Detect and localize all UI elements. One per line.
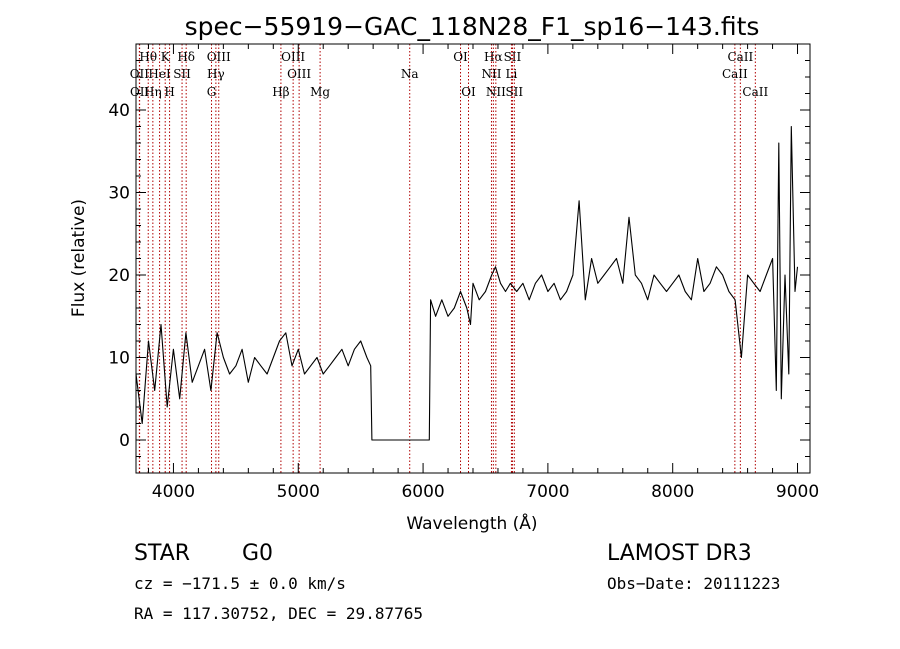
object-class: STAR [134,541,190,566]
line-marker-label-1: K [161,50,171,64]
line-marker-label-11: HeI [148,67,171,81]
line-marker-label-24: OI [461,85,476,99]
line-marker-label-3: OIII [207,50,231,64]
line-marker-label-5: Na [401,67,419,81]
line-marker-label-2: Hδ [177,50,195,64]
line-marker-label-8: SII [504,50,522,64]
y-tick-label-10: 10 [108,349,130,369]
spectrum-series [135,125,799,441]
y-tick-label-40: 40 [108,101,130,121]
line-marker-label-4: OIII [281,50,305,64]
x-tick-label-5000: 5000 [277,482,320,502]
x-tick-label-8000: 8000 [651,482,694,502]
ra-dec-coordinates: RA = 117.30752, DEC = 29.87765 [134,604,423,623]
line-marker-label-17: CaII [722,67,748,81]
line-marker-label-15: NII [481,67,501,81]
series-line-flux [135,125,799,441]
line-marker-label-12: SII [173,67,191,81]
line-marker-label-22: Hβ [272,85,289,99]
line-marker-label-25: NII [486,85,506,99]
line-marker-label-20: H [164,85,174,99]
y-axis: 0 10 20 30 40 [108,60,810,457]
y-axis-label: Flux (relative) [69,199,89,317]
line-marker-label-26: SII [505,85,523,99]
x-axis: 4000 5000 6000 7000 8000 9000 [147,44,819,502]
object-subclass: G0 [242,541,273,566]
plot-frame [135,43,811,474]
line-marker-label-14: OIII [287,67,311,81]
line-marker-label-10: OII [130,67,150,81]
line-marker-label-6: OI [453,50,468,64]
redshift-cz: cz = −171.5 ± 0.0 km/s [134,574,346,593]
x-tick-label-6000: 6000 [401,482,444,502]
survey-name: LAMOST DR3 [607,541,752,566]
chart-title: spec−55919−GAC_118N28_F1_sp16−143.fits [185,12,760,41]
y-tick-label-0: 0 [119,431,130,451]
y-tick-label-20: 20 [108,266,130,286]
line-marker-label-0: Hθ [139,50,157,64]
observation-date: Obs−Date: 20111223 [607,574,780,593]
line-marker-label-13: Hγ [207,67,225,81]
x-tick-label-4000: 4000 [152,482,195,502]
line-marker-label-9: CaII [727,50,753,64]
line-marker-label-18: OII [130,85,150,99]
y-tick-label-30: 30 [108,184,130,204]
line-marker-label-7: Hα [484,50,503,64]
x-tick-label-9000: 9000 [776,482,819,502]
x-tick-label-7000: 7000 [526,482,569,502]
line-marker-label-19: Hη [144,85,162,99]
line-marker-label-27: CaII [742,85,768,99]
x-axis-label: Wavelength (Å) [406,512,537,534]
line-marker-label-21: G [207,85,217,99]
line-marker-label-16: Li [506,67,518,81]
line-marker-label-23: Mg [310,85,330,99]
